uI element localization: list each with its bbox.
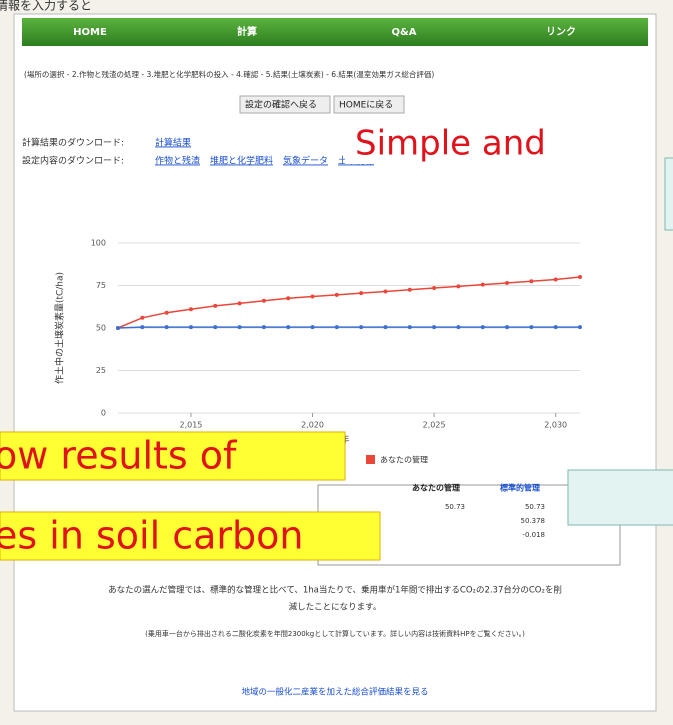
x-tick-label: 2,030	[544, 421, 567, 430]
point	[310, 294, 315, 299]
point	[578, 275, 582, 279]
series-line	[117, 276, 581, 329]
table-cell: -0.018	[522, 531, 545, 539]
table-header: あなたの管理	[412, 483, 460, 493]
point	[432, 325, 437, 330]
point	[383, 325, 388, 330]
footer-link[interactable]: 地域の一般化二産業を加えた総合評価結果を見る	[241, 687, 428, 698]
point	[383, 289, 388, 294]
point	[480, 325, 485, 330]
download-link[interactable]: 気象データ	[283, 155, 328, 167]
point	[164, 325, 169, 330]
point	[286, 296, 291, 301]
point	[261, 298, 266, 303]
caption: es in soil carbon	[0, 514, 303, 558]
point	[529, 279, 534, 284]
button[interactable]	[333, 95, 405, 114]
point	[480, 282, 485, 287]
point	[359, 291, 364, 296]
point	[529, 325, 534, 330]
x-tick-label: 2,015	[179, 421, 202, 430]
point	[553, 325, 558, 330]
breadcrumb: (場所の選択 - 2.作物と残渣の処理 - 3.堆肥と化学肥料の投入 - 4.確…	[24, 69, 434, 79]
point	[261, 325, 266, 330]
point	[456, 284, 461, 289]
point	[140, 325, 145, 330]
nav-tab[interactable]: リンク	[546, 26, 576, 38]
download-link[interactable]: 堆肥と化学肥料	[210, 155, 273, 167]
table-cell: 50.73	[445, 503, 465, 511]
y-tick-label: 25	[96, 366, 106, 375]
point	[359, 325, 364, 330]
table-header: 標準的管理	[500, 483, 540, 493]
point	[505, 325, 510, 330]
point	[456, 325, 461, 330]
summary: 減したことになります。	[289, 602, 382, 613]
legend-swatch	[366, 455, 375, 464]
nav-tab[interactable]: 計算	[237, 25, 257, 38]
point	[407, 287, 412, 292]
point	[188, 307, 193, 312]
button[interactable]	[239, 95, 331, 114]
y-tick-label: 0	[101, 409, 106, 418]
table-cell: 50.73	[525, 503, 545, 511]
series-line	[117, 326, 580, 329]
point	[164, 310, 169, 315]
point	[334, 292, 339, 297]
caption-bg	[0, 511, 381, 561]
y-tick-label: 50	[96, 324, 106, 333]
summary: あなたの選んだ管理では、標準的な管理と比べて、1ha当たりで、乗用車が1年間で排…	[108, 585, 562, 596]
point	[432, 286, 437, 291]
download-label: 計算結果のダウンロード:	[22, 137, 124, 149]
deco-box	[664, 157, 673, 231]
caption: ow results of	[0, 434, 238, 478]
point	[237, 301, 242, 306]
button-label[interactable]: HOMEに戻る	[339, 99, 393, 111]
deco-box	[567, 469, 673, 526]
point	[116, 326, 120, 330]
overlay-title: Simple and	[355, 124, 546, 164]
cut-text: 管理の情報を入力すると	[0, 0, 92, 13]
point	[407, 325, 412, 330]
nav-bar	[22, 18, 648, 46]
point	[578, 325, 582, 330]
nav-tab[interactable]: Q&A	[392, 27, 417, 38]
nav-tab[interactable]: HOME	[73, 27, 107, 38]
point	[286, 325, 291, 330]
overlay-bg	[345, 122, 655, 164]
x-tick-label: 2,020	[301, 421, 324, 430]
y-tick-label: 100	[91, 239, 106, 248]
point	[310, 325, 315, 330]
x-tick-label: 2,025	[423, 421, 446, 430]
point	[334, 325, 339, 330]
point	[140, 315, 145, 320]
point	[188, 325, 193, 330]
point	[213, 303, 218, 308]
button-label[interactable]: 設定の確認へ戻る	[245, 99, 317, 111]
point	[505, 280, 510, 285]
legend-label: あなたの管理	[380, 455, 428, 465]
note: (乗用車一台から排出される二酸化炭素を年間2300kgとして計算しています。詳し…	[145, 629, 525, 638]
y-axis-label: 作土中の土壌炭素量(tC/ha)	[54, 272, 66, 384]
point	[237, 325, 242, 330]
download-link[interactable]: 計算結果	[155, 137, 191, 149]
point	[553, 277, 558, 282]
caption-bg	[0, 431, 346, 481]
table-cell: 50.378	[521, 517, 546, 525]
download-link[interactable]: 作物と残渣	[155, 155, 200, 167]
point	[213, 325, 218, 330]
y-tick-label: 75	[96, 281, 106, 290]
download-label: 設定内容のダウンロード:	[22, 155, 124, 167]
